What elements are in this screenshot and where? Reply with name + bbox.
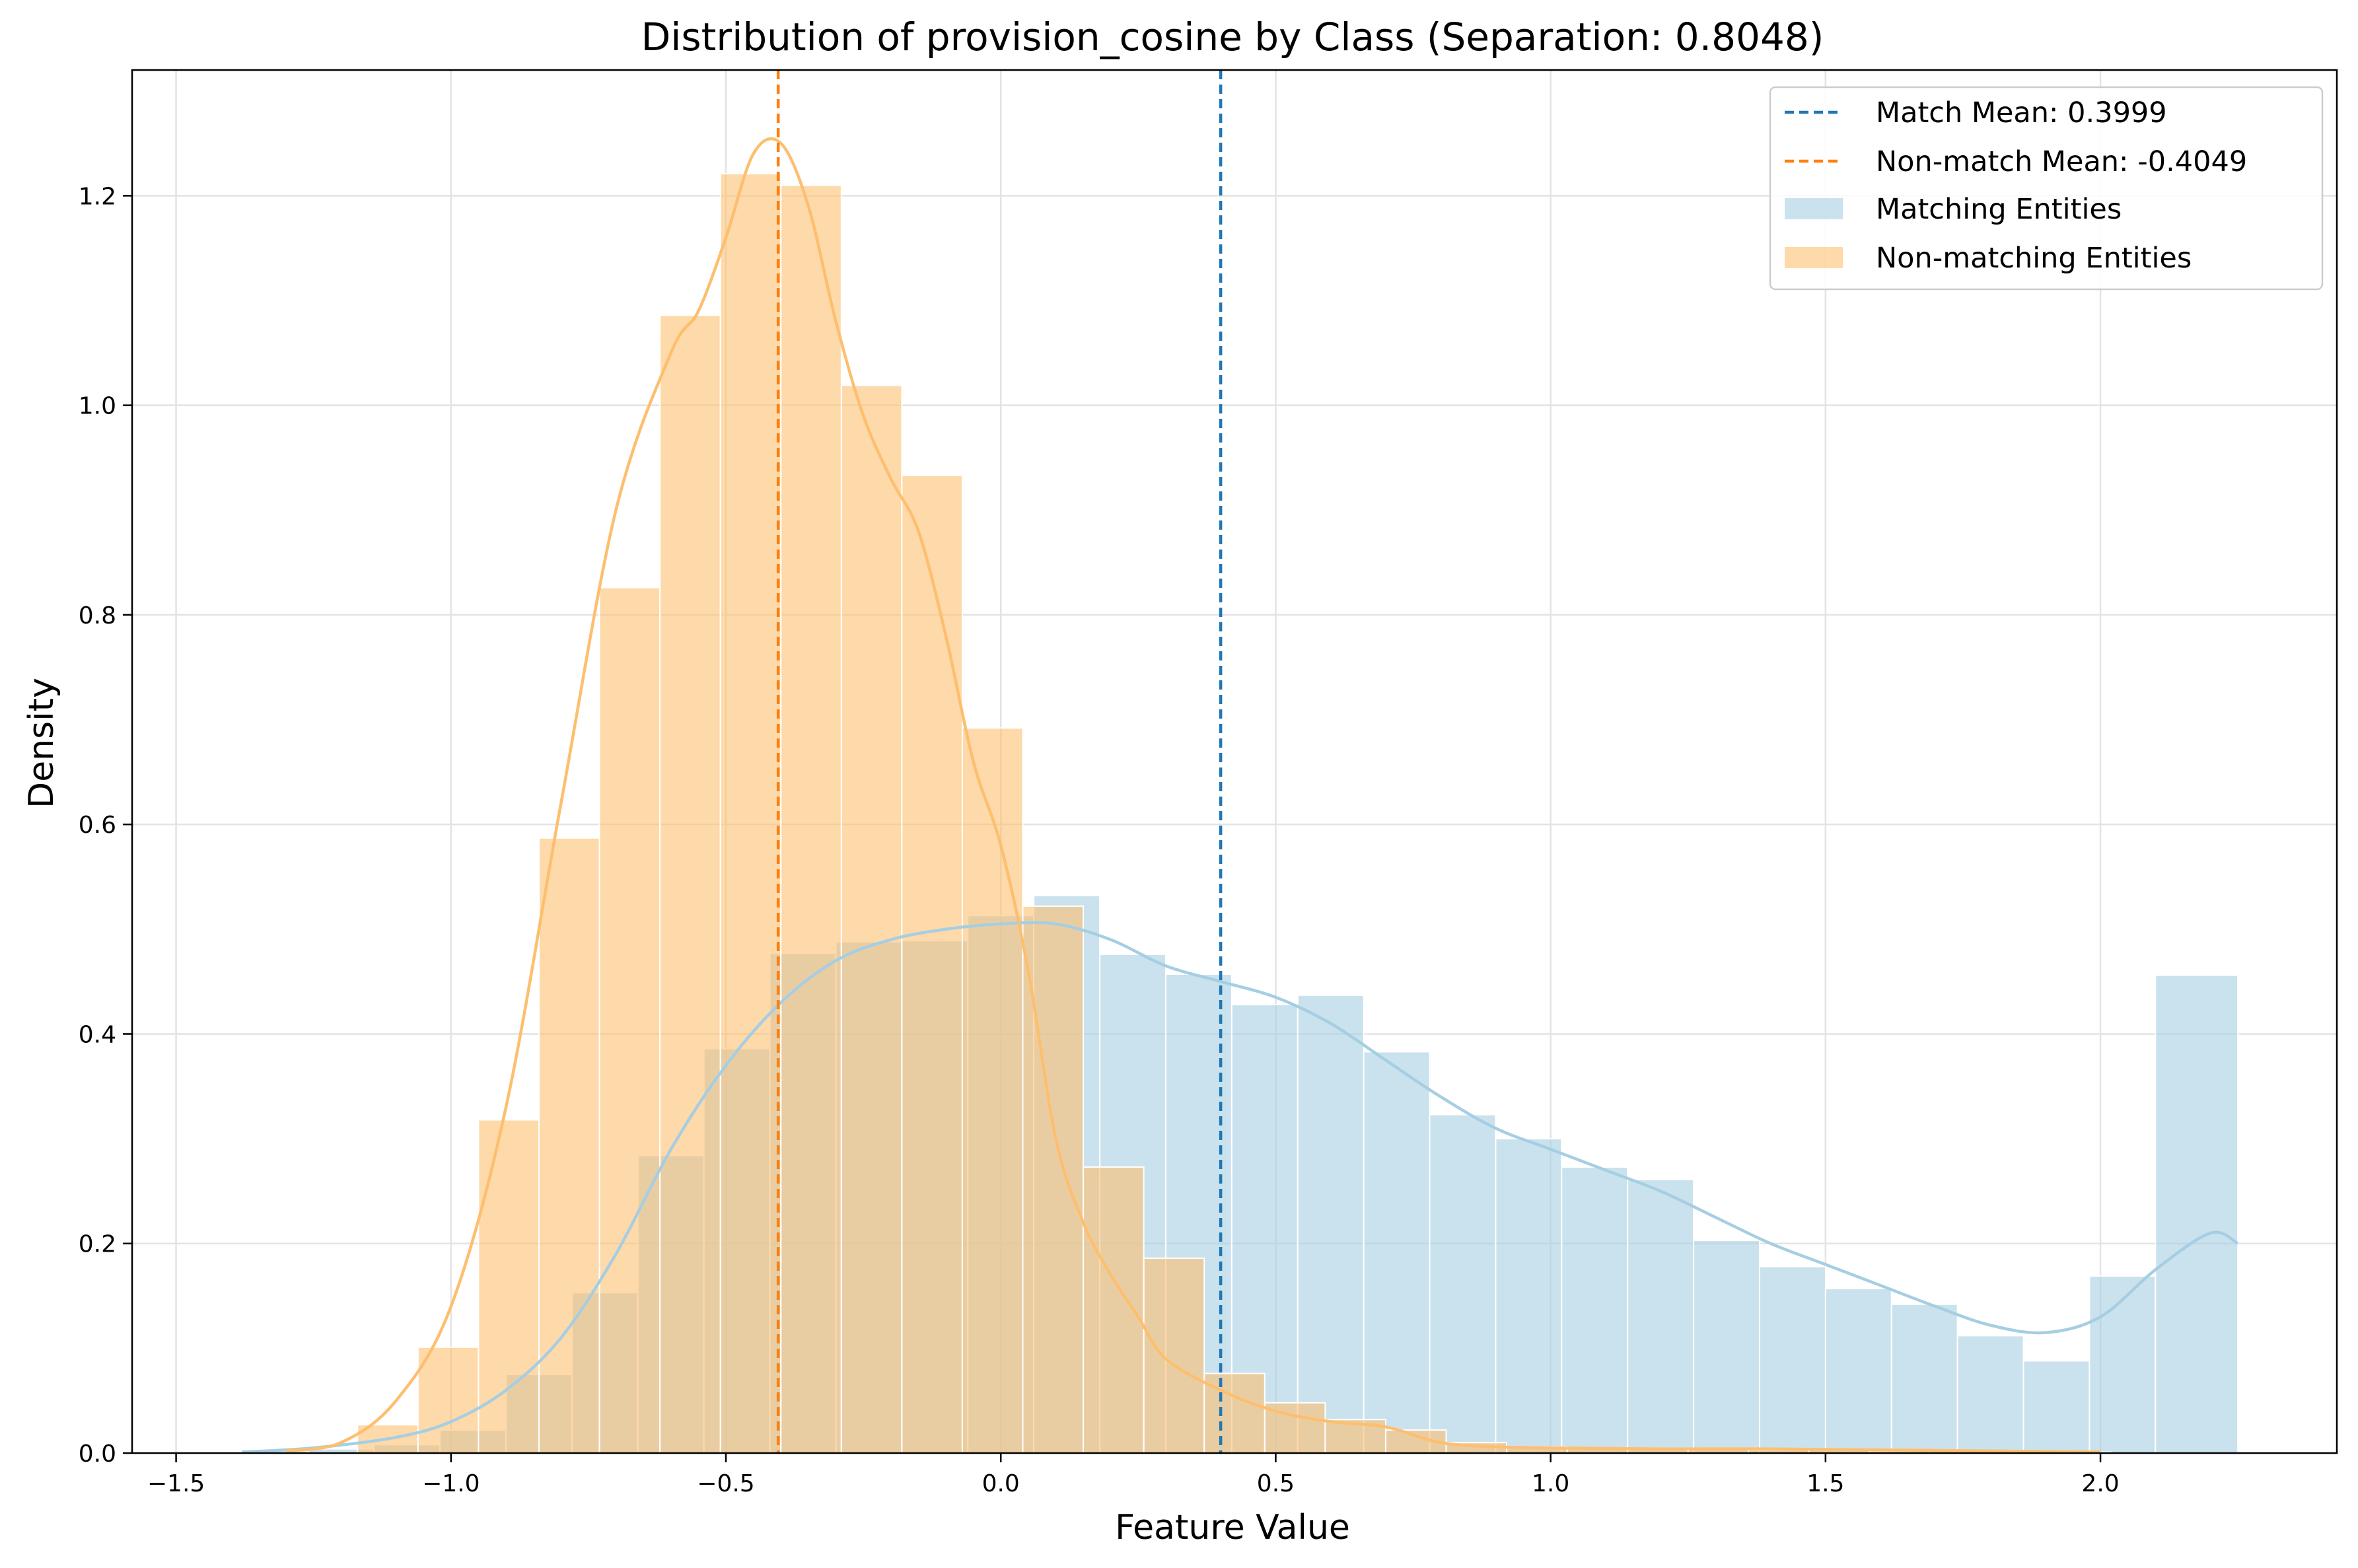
y-tick-label-2: 0.4 xyxy=(79,1021,116,1048)
bar-non-matching-6 xyxy=(719,173,782,1454)
bar-matching-23 xyxy=(1758,1265,1826,1454)
bar-matching-29 xyxy=(2155,974,2239,1454)
bar-non-matching-3 xyxy=(538,837,600,1454)
y-tick-label-3: 0.6 xyxy=(79,812,116,839)
bar-non-matching-7 xyxy=(780,184,842,1454)
y-axis-ticks: 0.0 0.2 0.4 0.6 0.8 1.0 1.2 xyxy=(79,183,132,1468)
y-tick-label-1: 0.2 xyxy=(79,1231,116,1258)
y-tick-label-5: 1.0 xyxy=(79,393,116,420)
x-tick-label-6: 1.5 xyxy=(1806,1470,1844,1497)
bar-matching-16 xyxy=(1297,994,1365,1454)
y-tick-label-0: 0.0 xyxy=(79,1441,116,1468)
bar-non-matching-8 xyxy=(840,384,903,1454)
x-tick-label-0: −1.5 xyxy=(147,1470,205,1497)
x-tick-label-3: 0.0 xyxy=(982,1470,1020,1497)
bar-non-matching-5 xyxy=(659,314,721,1454)
bar-non-matching-0 xyxy=(357,1424,419,1454)
bar-matching-17 xyxy=(1363,1051,1431,1454)
y-tick-label-4: 0.8 xyxy=(79,602,116,629)
bar-matching-26 xyxy=(1956,1335,2024,1454)
x-axis-ticks: −1.5 −1.0 −0.5 0.0 0.5 1.0 1.5 2.0 xyxy=(147,1453,2120,1497)
legend-swatch-non-matching-entities xyxy=(1785,247,1843,268)
bar-non-matching-1 xyxy=(417,1346,480,1454)
legend: Match Mean: 0.3999 Non-match Mean: -0.40… xyxy=(1769,86,2324,291)
bar-non-matching-13 xyxy=(1143,1257,1205,1454)
bar-matching-19 xyxy=(1495,1138,1563,1454)
legend-frame xyxy=(1769,86,2324,291)
x-tick-label-7: 2.0 xyxy=(2081,1470,2119,1497)
legend-label-match-mean: Match Mean: 0.3999 xyxy=(1876,96,2167,129)
legend-swatch-matching-entities xyxy=(1785,198,1843,219)
bar-non-matching-9 xyxy=(901,474,963,1454)
y-tick-label-6: 1.2 xyxy=(79,183,116,210)
bar-matching-21 xyxy=(1627,1178,1695,1454)
bar-matching-27 xyxy=(2022,1360,2090,1454)
kde-line-non-matching xyxy=(285,137,2101,1454)
x-tick-label-4: 0.5 xyxy=(1257,1470,1295,1497)
legend-label-matching-entities: Matching Entities xyxy=(1876,193,2122,226)
bars-non-matching-entities xyxy=(357,173,2112,1454)
bar-matching-24 xyxy=(1824,1287,1892,1454)
x-tick-label-5: 1.0 xyxy=(1532,1470,1569,1497)
bar-matching-22 xyxy=(1693,1239,1760,1454)
x-axis-label: Feature Value xyxy=(1115,1508,1350,1548)
bar-matching-25 xyxy=(1890,1303,1958,1454)
plot-frame xyxy=(131,69,2338,1454)
y-axis-label: Density xyxy=(22,678,61,808)
x-tick-label-2: −0.5 xyxy=(697,1470,754,1497)
x-tick-label-1: −1.0 xyxy=(422,1470,480,1497)
bar-matching-28 xyxy=(2089,1275,2157,1454)
kde-line-matching xyxy=(242,921,2239,1454)
chart-title: Distribution of provision_cosine by Clas… xyxy=(641,15,1824,59)
mean-lines xyxy=(776,70,1223,1453)
bar-matching-20 xyxy=(1561,1166,1629,1454)
bar-non-matching-10 xyxy=(961,727,1024,1454)
bar-matching-18 xyxy=(1429,1114,1497,1454)
bar-non-matching-4 xyxy=(598,587,661,1454)
legend-label-non-matching-entities: Non-matching Entities xyxy=(1876,242,2192,275)
legend-label-non-match-mean: Non-match Mean: -0.4049 xyxy=(1876,145,2247,178)
bar-non-matching-2 xyxy=(478,1119,540,1454)
kde-curves xyxy=(242,137,2239,1454)
